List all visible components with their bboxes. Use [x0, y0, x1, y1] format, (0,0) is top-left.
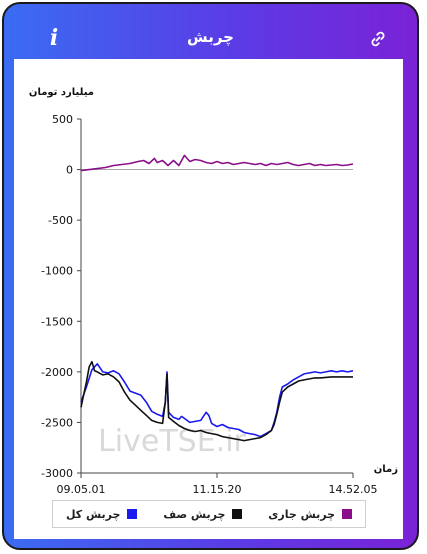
y-tick-label: -500 [48, 214, 73, 227]
x-tick-label: 09.05.01 [57, 483, 106, 496]
legend-swatch-current [342, 509, 353, 519]
series-line-0 [80, 363, 354, 438]
y-tick-label: -1000 [41, 265, 73, 278]
legend-item-queue[interactable]: چربش صف [163, 507, 243, 521]
app-card: i چربش میلیارد تومان زمان LiveTSE.ir 500… [2, 2, 419, 550]
y-tick-label: 0 [66, 164, 73, 177]
legend-label-current: چربش جاری [268, 507, 336, 521]
watermark: LiveTSE.ir [98, 424, 246, 459]
y-tick-label: -1500 [41, 315, 73, 328]
legend-swatch-total [127, 509, 138, 519]
y-tick-label: -3000 [41, 467, 73, 480]
series-line-1 [80, 360, 353, 442]
legend-label-queue: چربش صف [163, 507, 226, 521]
legend-item-total[interactable]: چربش کل [66, 508, 138, 521]
y-axis-label: میلیارد تومان [29, 87, 94, 98]
y-tick-label: -2500 [41, 416, 73, 429]
link-icon[interactable] [369, 30, 387, 48]
x-tick-label: 14.52.05 [329, 483, 378, 496]
legend-swatch-queue [232, 509, 243, 519]
info-button[interactable]: i [49, 25, 59, 51]
page-title: چربش [187, 28, 234, 46]
legend: چربش کل چربش صف چربش جاری [52, 500, 366, 528]
legend-label-total: چربش کل [65, 507, 121, 521]
chart: میلیارد تومان زمان LiveTSE.ir 500 0 -500 -1… [29, 87, 398, 496]
x-axis-label: زمان [374, 464, 398, 475]
header: i چربش [4, 4, 417, 58]
y-tick-label: -2000 [41, 366, 73, 379]
chart-panel: میلیارد تومان زمان LiveTSE.ir 500 0 -500 -1… [14, 59, 403, 539]
x-tick-label: 11.15.20 [193, 483, 242, 496]
legend-item-current[interactable]: چربش جاری [268, 507, 353, 521]
y-tick-label: 500 [52, 113, 73, 126]
series-line-2 [80, 154, 354, 172]
